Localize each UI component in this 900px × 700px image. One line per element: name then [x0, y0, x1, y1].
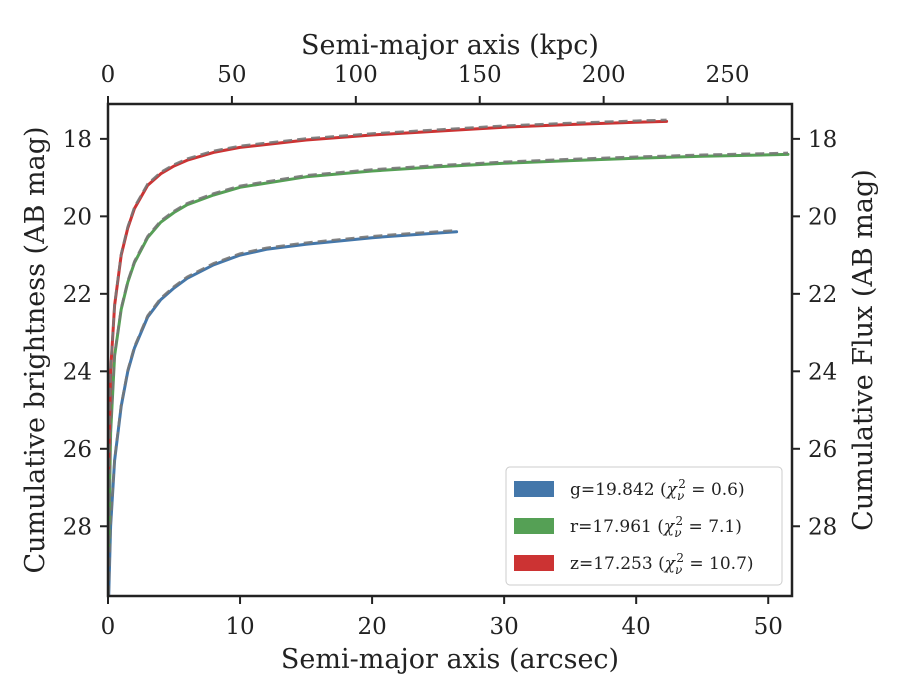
y2-tick-label: 26	[808, 437, 837, 463]
chi-symbol: χ	[663, 517, 676, 537]
squared-superscript: 2	[676, 551, 684, 565]
x2-tick-label: 150	[458, 62, 502, 88]
nu-subscript: ν	[674, 526, 681, 540]
legend-series-name: z=17.253 (	[570, 554, 665, 574]
y2-tick-label: 18	[808, 127, 837, 153]
x2-tick-label: 50	[217, 62, 246, 88]
x2-axis-title: Semi-major axis (kpc)	[301, 30, 599, 61]
legend-chi2-value: = 0.6)	[686, 480, 745, 500]
series-line-0	[108, 230, 459, 596]
x-tick-label: 50	[754, 614, 783, 640]
x-tick-label: 0	[101, 614, 116, 640]
legend-chi2-value: = 7.1)	[683, 517, 742, 537]
y-axis-title: Cumulative brightness (AB mag)	[20, 126, 51, 573]
x2-tick-label: 250	[706, 62, 750, 88]
x2-tick-label: 100	[334, 62, 378, 88]
model-line-1	[108, 151, 789, 545]
y-tick-label: 22	[63, 282, 92, 308]
y2-tick-label: 22	[808, 282, 837, 308]
legend-series-name: r=17.961 (	[570, 517, 664, 537]
legend-label: g=19.842 (χν2 = 0.6)	[570, 477, 745, 503]
chi-symbol: χ	[664, 554, 677, 574]
legend-label: r=17.961 (χν2 = 7.1)	[570, 514, 742, 540]
x-tick-label: 20	[357, 614, 386, 640]
y-tick-label: 18	[63, 127, 92, 153]
model-line-0	[108, 229, 457, 595]
x-tick-label: 10	[225, 614, 254, 640]
legend: g=19.842 (χν2 = 0.6)r=17.961 (χν2 = 7.1)…	[505, 466, 783, 586]
y2-axis-title: Cumulative Flux (AB mag)	[848, 169, 879, 531]
squared-superscript: 2	[678, 477, 686, 491]
legend-label: z=17.253 (χν2 = 10.7)	[570, 551, 754, 577]
ticks-group: 0 10 20 30 40 500 50 100 150 200 25018202224262818…	[63, 62, 838, 640]
x-axis-title: Semi-major axis (arcsec)	[281, 644, 619, 675]
y-tick-label: 24	[63, 359, 92, 385]
nu-subscript: ν	[675, 563, 682, 577]
squared-superscript: 2	[676, 514, 684, 528]
nu-subscript: ν	[677, 489, 684, 503]
x-tick-label: 40	[622, 614, 651, 640]
x-tick-label: 30	[489, 614, 518, 640]
y-tick-label: 20	[63, 204, 92, 230]
legend-box	[505, 466, 783, 586]
model-line-2	[108, 118, 667, 467]
x2-tick-label: 200	[582, 62, 626, 88]
chi-symbol: χ	[666, 480, 679, 500]
plot-frame	[106, 102, 794, 598]
legend-swatch	[514, 518, 554, 534]
legend-chi2-value: = 10.7)	[684, 554, 754, 574]
y2-tick-label: 20	[808, 204, 837, 230]
legend-swatch	[514, 555, 554, 571]
legend-series-name: g=19.842 (	[570, 480, 667, 500]
x2-tick-label: 0	[101, 62, 116, 88]
legend-swatch	[514, 481, 554, 497]
y-tick-label: 26	[63, 437, 92, 463]
y2-tick-label: 28	[808, 514, 837, 540]
curves-group	[108, 118, 790, 596]
y-tick-label: 28	[63, 514, 92, 540]
series-line-2	[108, 119, 669, 470]
y2-tick-label: 24	[808, 359, 837, 385]
